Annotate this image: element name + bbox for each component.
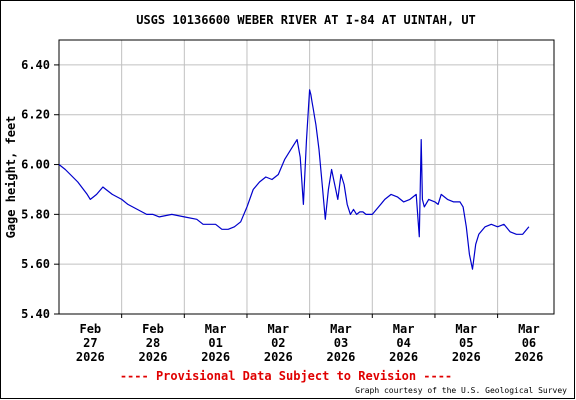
x-tick-label: Mar [205,322,227,336]
x-tick-label: 2026 [452,350,481,364]
x-tick-label: 02 [271,336,285,350]
x-tick-label: 01 [208,336,222,350]
x-tick-label: 05 [459,336,473,350]
y-tick-label: 5.60 [21,257,50,271]
y-tick-labels: 5.40 5.60 5.80 6.00 6.20 6.40 [21,58,59,321]
x-tick-label: Mar [267,322,289,336]
y-axis-label: Gage height, feet [4,116,18,239]
x-tick-label: 2026 [76,350,105,364]
x-tick-label: 28 [146,336,160,350]
x-tick-label: Feb [79,322,101,336]
y-tick-label: 6.00 [21,158,50,172]
x-tick-label: 2026 [201,350,230,364]
x-tick-label: Mar [330,322,352,336]
series-layer [58,89,530,270]
y-tick-label: 5.40 [21,307,50,321]
x-tick-label: Mar [393,322,415,336]
x-tick-label: 27 [83,336,97,350]
y-tick-label: 6.20 [21,108,50,122]
grid [59,40,554,315]
x-tick-label: 06 [522,336,536,350]
x-tick-labels: Feb272026Feb282026Mar012026Mar022026Mar0… [76,314,543,364]
x-tick-label: 2026 [264,350,293,364]
chart-title: USGS 10136600 WEBER RIVER AT I-84 AT UIN… [136,13,476,27]
credit-text: Graph courtesy of the U.S. Geological Su… [355,386,567,395]
x-tick-label: 2026 [139,350,168,364]
y-tick-label: 5.80 [21,207,50,221]
x-tick-label: 2026 [327,350,356,364]
x-tick-label: 04 [396,336,410,350]
provisional-note: ---- Provisional Data Subject to Revisio… [120,369,452,383]
x-tick-label: 03 [334,336,348,350]
gage-height-series-line [58,89,530,270]
x-tick-label: 2026 [514,350,543,364]
x-tick-label: 2026 [389,350,418,364]
y-tick-label: 6.40 [21,58,50,72]
x-tick-label: Mar [455,322,477,336]
x-tick-label: Mar [518,322,540,336]
plot-area-border [58,39,555,315]
x-tick-label: Feb [142,322,164,336]
